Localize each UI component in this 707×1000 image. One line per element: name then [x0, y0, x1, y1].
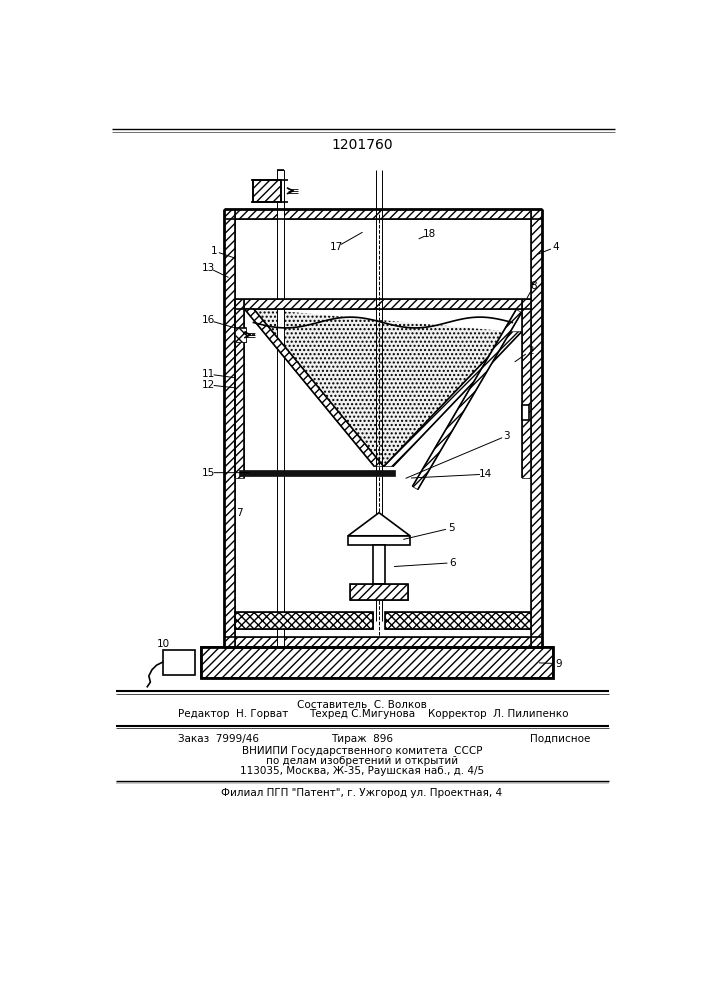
- Text: Составитель  С. Волков: Составитель С. Волков: [297, 700, 427, 710]
- Text: Корректор  Л. Пилипенко: Корректор Л. Пилипенко: [428, 709, 569, 719]
- Text: 12: 12: [202, 380, 215, 390]
- Text: 2: 2: [527, 346, 534, 356]
- Text: 8: 8: [531, 281, 537, 291]
- Bar: [224, 637, 542, 647]
- Text: по делам изобретений и открытий: по делам изобретений и открытий: [266, 756, 458, 766]
- Text: 17: 17: [329, 242, 343, 252]
- Bar: [235, 328, 246, 342]
- Text: Подписное: Подписное: [530, 734, 590, 744]
- Bar: [253, 180, 281, 202]
- Polygon shape: [348, 513, 410, 536]
- Text: 1201760: 1201760: [331, 138, 393, 152]
- Bar: [385, 612, 531, 629]
- Text: Заказ  7999/46: Заказ 7999/46: [177, 734, 259, 744]
- Bar: [224, 209, 235, 647]
- Text: 4: 4: [552, 242, 559, 252]
- Bar: [201, 647, 554, 678]
- Bar: [522, 405, 530, 420]
- Bar: [235, 328, 246, 342]
- Bar: [201, 647, 554, 678]
- Text: 113035, Москва, Ж-35, Раушская наб., д. 4/5: 113035, Москва, Ж-35, Раушская наб., д. …: [240, 766, 484, 776]
- Text: 6: 6: [450, 558, 456, 568]
- Text: Филиал ПГП "Патент", г. Ужгород ул. Проектная, 4: Филиал ПГП "Патент", г. Ужгород ул. Прое…: [221, 788, 503, 798]
- Bar: [235, 612, 373, 629]
- Text: Техред С.Мигунова: Техред С.Мигунова: [309, 709, 415, 719]
- Text: 1: 1: [211, 246, 217, 256]
- Bar: [235, 612, 373, 629]
- Bar: [373, 545, 385, 584]
- Text: 13: 13: [202, 263, 215, 273]
- Bar: [235, 299, 244, 478]
- Polygon shape: [253, 309, 513, 466]
- Text: 7: 7: [236, 508, 243, 518]
- Bar: [224, 209, 542, 219]
- Bar: [163, 650, 195, 675]
- Text: 14: 14: [479, 469, 492, 479]
- Text: 10: 10: [157, 639, 170, 649]
- Text: 15: 15: [202, 468, 215, 478]
- Bar: [349, 584, 409, 600]
- Polygon shape: [244, 309, 384, 466]
- Polygon shape: [412, 309, 522, 490]
- Text: Тираж  896: Тираж 896: [331, 734, 393, 744]
- Text: Редактор  Н. Горват: Редактор Н. Горват: [177, 709, 288, 719]
- Bar: [235, 299, 531, 309]
- Text: 9: 9: [556, 659, 562, 669]
- Polygon shape: [384, 332, 522, 466]
- Bar: [531, 209, 542, 647]
- Text: ВНИИПИ Государственного комитета  СССР: ВНИИПИ Государственного комитета СССР: [242, 746, 482, 756]
- Bar: [277, 170, 284, 647]
- Bar: [349, 584, 409, 600]
- Bar: [348, 536, 410, 545]
- Text: 11: 11: [202, 369, 215, 379]
- Text: 18: 18: [423, 229, 436, 239]
- Bar: [239, 470, 395, 476]
- Bar: [253, 180, 281, 202]
- Text: 16: 16: [202, 315, 215, 325]
- Bar: [385, 612, 531, 629]
- Bar: [522, 299, 531, 478]
- Text: 3: 3: [503, 431, 510, 441]
- Text: 5: 5: [448, 523, 455, 533]
